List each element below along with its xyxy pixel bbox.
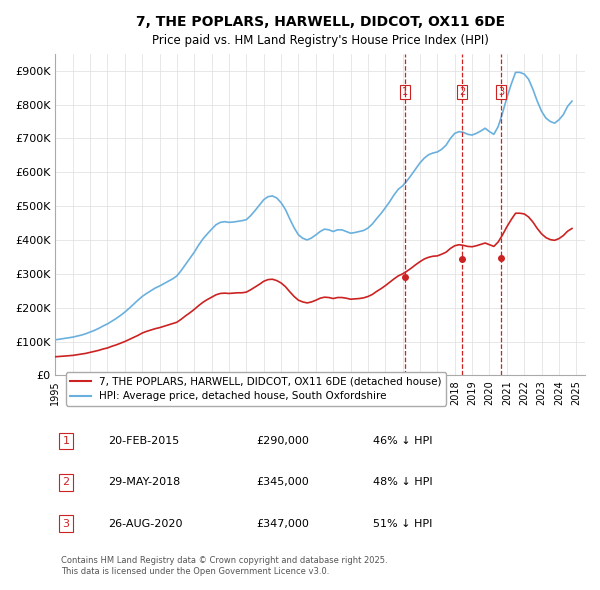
Text: £290,000: £290,000: [257, 436, 310, 446]
Text: 20-FEB-2015: 20-FEB-2015: [109, 436, 179, 446]
Text: 26-AUG-2020: 26-AUG-2020: [109, 519, 183, 529]
Text: 51% ↓ HPI: 51% ↓ HPI: [373, 519, 433, 529]
Text: 3: 3: [498, 87, 504, 97]
Text: Price paid vs. HM Land Registry's House Price Index (HPI): Price paid vs. HM Land Registry's House …: [152, 34, 488, 47]
Text: 46% ↓ HPI: 46% ↓ HPI: [373, 436, 433, 446]
Text: 3: 3: [62, 519, 70, 529]
Legend: 7, THE POPLARS, HARWELL, DIDCOT, OX11 6DE (detached house), HPI: Average price, : 7, THE POPLARS, HARWELL, DIDCOT, OX11 6D…: [66, 372, 446, 405]
Text: 1: 1: [62, 436, 70, 446]
Text: 2: 2: [459, 87, 465, 97]
Text: 1: 1: [402, 87, 408, 97]
Text: 2: 2: [62, 477, 70, 487]
Text: £347,000: £347,000: [257, 519, 310, 529]
Title: 7, THE POPLARS, HARWELL, DIDCOT, OX11 6DE: 7, THE POPLARS, HARWELL, DIDCOT, OX11 6D…: [136, 15, 505, 29]
Text: 29-MAY-2018: 29-MAY-2018: [109, 477, 181, 487]
Text: £345,000: £345,000: [257, 477, 310, 487]
Text: Contains HM Land Registry data © Crown copyright and database right 2025.
This d: Contains HM Land Registry data © Crown c…: [61, 556, 387, 576]
Text: 48% ↓ HPI: 48% ↓ HPI: [373, 477, 433, 487]
